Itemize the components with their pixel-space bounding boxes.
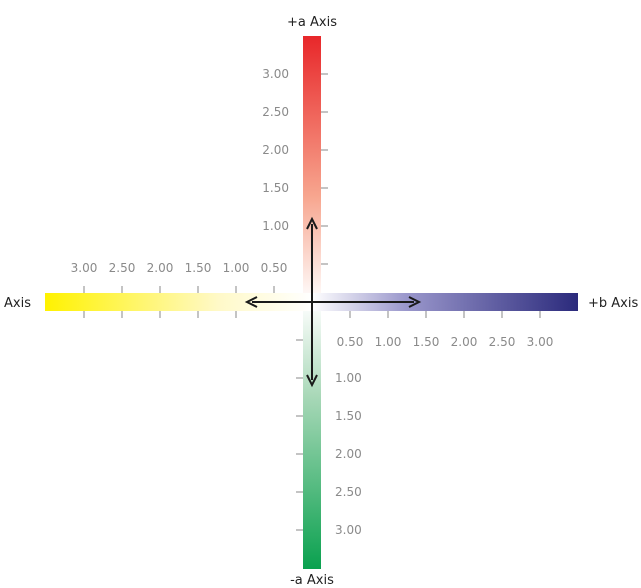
pos-b-bar [312,293,578,311]
pos-a-ticks [321,73,328,265]
neg-b-tick-label: 0.50 [261,261,288,275]
neg-b-bar [45,293,312,311]
pos-a-tick-label: 2.50 [262,105,289,119]
pos-b-tick-label: 3.00 [527,335,554,349]
neg-a-tick-label: 2.00 [335,447,362,461]
pos-a-bar [303,36,321,302]
pos-a-tick-label: 2.00 [262,143,289,157]
pos-b-tick-label: 1.00 [375,335,402,349]
neg-b-tick-label: 2.50 [109,261,136,275]
neg-a-tick-label: 1.00 [335,371,362,385]
pos-b-tick-label: 2.00 [451,335,478,349]
pos-b-tick-label: 0.50 [337,335,364,349]
neg-b-tick-label: 3.00 [71,261,98,275]
neg-a-tick-label: 3.00 [335,523,362,537]
neg-b-ticks [83,286,275,318]
neg-a-ticks [296,339,303,531]
neg-b-tick-label: 1.00 [223,261,250,275]
pos-a-tick-label: 1.00 [262,219,289,233]
neg-b-tick-label: 1.50 [185,261,212,275]
neg-b-tick-label: 2.00 [147,261,174,275]
pos-b-tick-label: 1.50 [413,335,440,349]
pos-a-axis-label: +a Axis [287,15,337,30]
neg-a-tick-label: 2.50 [335,485,362,499]
pos-a-tick-label: 1.50 [262,181,289,195]
pos-b-ticks [349,311,541,318]
horizontal-double-arrow [244,296,422,308]
neg-a-axis-label: -a Axis [290,573,334,588]
neg-a-tick-label: 1.50 [335,409,362,423]
pos-b-tick-label: 2.50 [489,335,516,349]
neg-b-axis-label: Axis [4,296,31,311]
pos-a-tick-label: 3.00 [262,67,289,81]
pos-b-axis-label: +b Axis [588,296,638,311]
neg-a-bar [303,302,321,569]
